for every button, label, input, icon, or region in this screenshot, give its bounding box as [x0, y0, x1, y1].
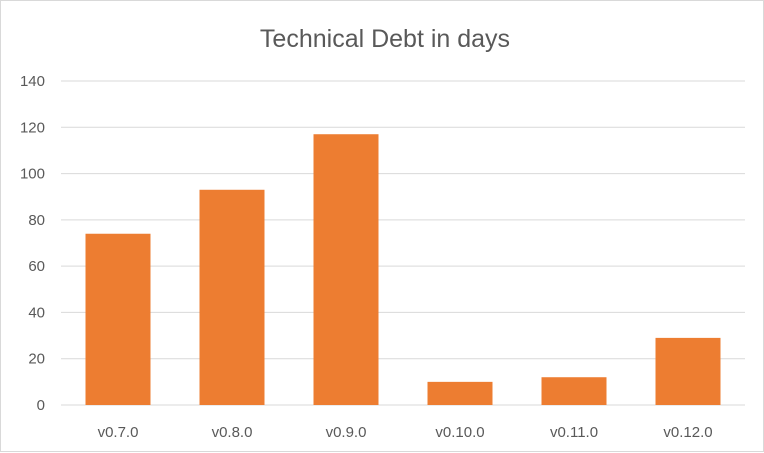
- y-tick-label: 40: [28, 304, 45, 321]
- gridlines: [61, 80, 745, 406]
- y-tick-label: 60: [28, 258, 45, 275]
- bar-v0.8.0: [199, 189, 265, 405]
- y-tick-label: 20: [28, 351, 45, 368]
- x-tick-label: v0.7.0: [98, 424, 139, 441]
- bars: [85, 134, 721, 405]
- y-tick-label: 100: [20, 166, 45, 183]
- y-axis-ticks: 0 20 40 60 80 100 120 140: [20, 73, 45, 414]
- y-tick-label: 140: [20, 73, 45, 90]
- y-tick-label: 80: [28, 212, 45, 229]
- bar-v0.12.0: [655, 337, 721, 405]
- bar-v0.9.0: [313, 134, 379, 405]
- chart-title: Technical Debt in days: [260, 25, 510, 53]
- y-tick-label: 0: [37, 397, 45, 414]
- x-tick-label: v0.9.0: [326, 424, 367, 441]
- x-tick-label: v0.11.0: [550, 424, 598, 441]
- x-tick-label: v0.12.0: [663, 424, 712, 441]
- x-tick-label: v0.10.0: [435, 424, 484, 441]
- bar-v0.11.0: [541, 377, 607, 405]
- bar-v0.10.0: [427, 381, 493, 405]
- bar-v0.7.0: [85, 233, 151, 405]
- x-tick-label: v0.8.0: [212, 424, 253, 441]
- x-axis-ticks: v0.7.0 v0.8.0 v0.9.0 v0.10.0 v0.11.0 v0.12.0: [98, 424, 713, 441]
- y-tick-label: 120: [20, 119, 45, 136]
